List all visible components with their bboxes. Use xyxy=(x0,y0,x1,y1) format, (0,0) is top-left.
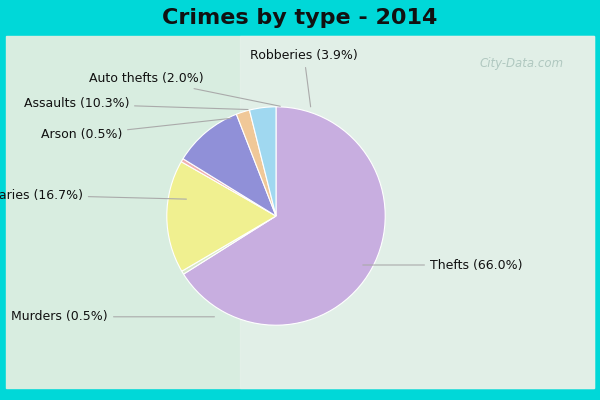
Wedge shape xyxy=(182,216,276,274)
Text: Auto thefts (2.0%): Auto thefts (2.0%) xyxy=(89,72,280,106)
Text: Thefts (66.0%): Thefts (66.0%) xyxy=(363,258,523,272)
Text: Arson (0.5%): Arson (0.5%) xyxy=(41,118,231,141)
Bar xyxy=(6,36,594,388)
Text: Robberies (3.9%): Robberies (3.9%) xyxy=(250,49,358,107)
Wedge shape xyxy=(181,159,276,216)
Bar xyxy=(240,36,594,388)
Text: Burglaries (16.7%): Burglaries (16.7%) xyxy=(0,188,187,202)
Text: Crimes by type - 2014: Crimes by type - 2014 xyxy=(163,8,437,28)
Wedge shape xyxy=(183,114,276,216)
Text: Murders (0.5%): Murders (0.5%) xyxy=(11,310,214,323)
Wedge shape xyxy=(167,162,276,271)
Wedge shape xyxy=(250,107,276,216)
Text: City-Data.com: City-Data.com xyxy=(480,58,564,70)
Wedge shape xyxy=(184,107,385,325)
Text: Assaults (10.3%): Assaults (10.3%) xyxy=(23,98,248,110)
Wedge shape xyxy=(236,110,276,216)
